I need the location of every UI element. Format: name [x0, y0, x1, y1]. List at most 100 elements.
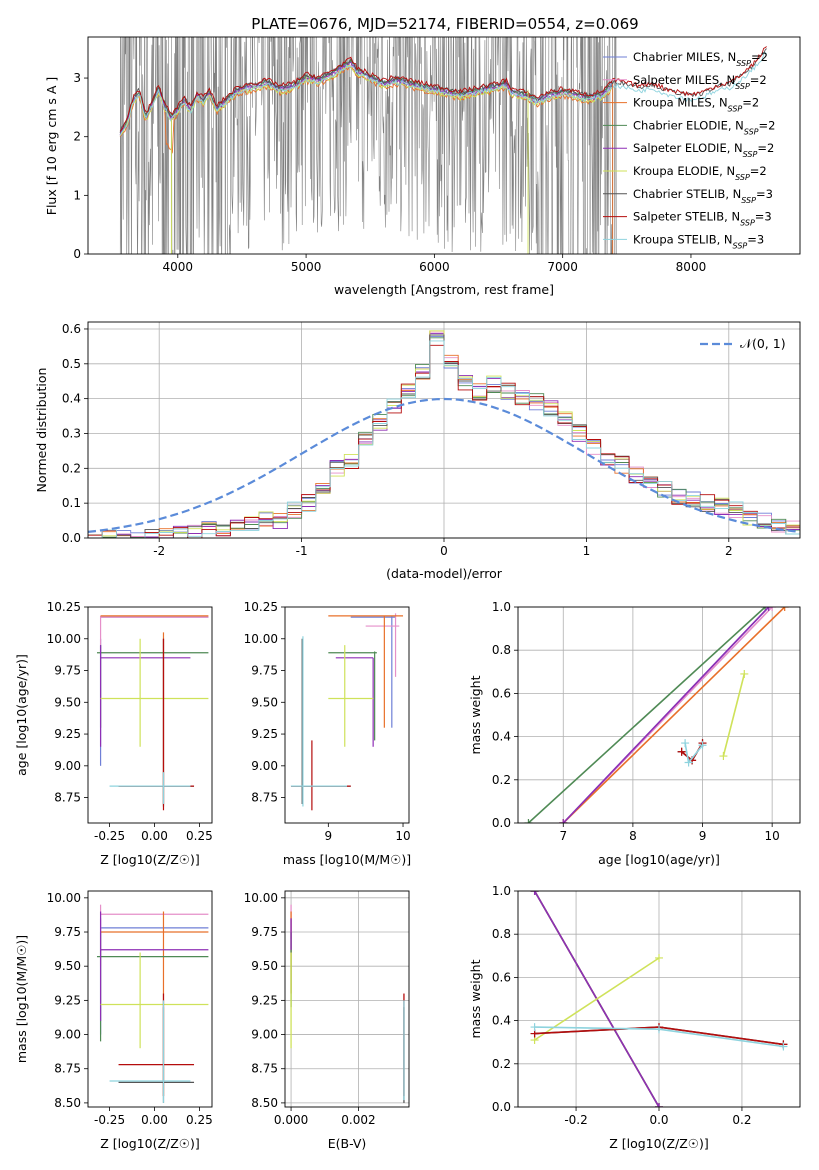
- series-point: [524, 819, 533, 823]
- series-point: [677, 747, 686, 756]
- estimate-kroupa-miles: [328, 615, 404, 728]
- axes-mass-Z: -0.25 0.00 0.25 8.50 8.75 9.00 9.25 9.50 9.75 10.…: [14, 890, 213, 1151]
- series-line: [562, 607, 786, 823]
- x-tick-label: -0.25: [94, 829, 125, 843]
- estimate-chabrier-stelib: [118, 638, 195, 807]
- axes-frame: [517, 606, 801, 824]
- axes-weight-Z: -0.2 0.0 0.2 0.0 0.2 0.4 0.6 0.8 1.0 Z [log10(Z/Z…: [468, 884, 801, 1151]
- y-tick-label: 1.0: [492, 884, 511, 898]
- series-point: [655, 1103, 663, 1107]
- series-point: [684, 758, 693, 767]
- axes-frame: [517, 890, 801, 1108]
- legend-count: =2: [742, 96, 759, 110]
- y-tick-label: 0.0: [492, 1100, 511, 1114]
- y-tick-label: 10.00: [47, 632, 81, 646]
- legend-subscript: SSP: [735, 173, 750, 182]
- normal-curve: [88, 397, 800, 533]
- axes-age-mass: 9 10 8.75 9.00 9.25 9.50 9.75 10.00 10.25 mass [l…: [244, 600, 412, 867]
- y-axis-label: mass [log10(M/M☉)]: [14, 935, 29, 1063]
- frame-age-Z: -0.25 0.00 0.25 8.75 9.00 9.25 9.50 9.75 10.00 10…: [47, 600, 213, 843]
- legend-label: Kroupa STELIB, NSSP=3: [633, 232, 764, 250]
- legend-label: Salpeter STELIB, NSSP=3: [633, 210, 772, 228]
- estimate-kroupa-stelib: [290, 636, 347, 807]
- plots-layer: 4000 5000 6000 7000 8000 0 1 2 3 Chabrier MILES, …: [14, 36, 801, 1151]
- plot-area-weight-Z: [530, 891, 788, 1107]
- y-tick-label: 0.2: [492, 1057, 511, 1071]
- y-tick-label: 0.0: [492, 816, 511, 830]
- frame-mass-ebv: 0.000 0.002 8.50 8.75 9.00 9.25 9.50 9.75 10.00: [244, 890, 410, 1127]
- model-line: [119, 51, 767, 136]
- y-axis-label: Flux [f 10 erg cm s A ]: [44, 77, 59, 216]
- y-tick-label: 9.75: [54, 664, 81, 678]
- y-tick-label: 9.75: [251, 664, 278, 678]
- x-axis-label: wavelength [Angstrom, rest frame]: [334, 282, 554, 297]
- y-axis-label: Normed distribution: [34, 368, 49, 493]
- y-tick-label: 8.50: [54, 1096, 81, 1110]
- y-axis-label: mass weight: [468, 675, 483, 754]
- histogram-line: [88, 340, 800, 538]
- model-line: [119, 64, 614, 136]
- legend-label: Chabrier ELODIE, NSSP=2: [633, 118, 775, 136]
- series-point: [740, 669, 749, 678]
- axes-frame: [87, 36, 801, 255]
- legend-count: =3: [747, 232, 764, 246]
- y-tick-label: 9.50: [251, 695, 278, 709]
- x-axis-label: Z [log10(Z/Z☉)]: [100, 1136, 200, 1151]
- y-tick-label: 9.00: [251, 1028, 278, 1042]
- frame-mass-Z: -0.25 0.00 0.25 8.50 8.75 9.00 9.25 9.50 9.75 10.…: [47, 890, 213, 1127]
- estimate-salpeter-stelib: [118, 638, 195, 811]
- series-point: [698, 741, 707, 750]
- y-tick-label: 1.0: [492, 600, 511, 614]
- x-tick-label: 0.0: [649, 1113, 668, 1127]
- y-tick-label: 0.0: [62, 531, 81, 545]
- x-tick-label: 4000: [163, 260, 194, 274]
- series-line: [534, 957, 660, 1041]
- figure-title: PLATE=0676, MJD=52174, FIBERID=0554, z=0…: [251, 15, 638, 33]
- x-axis-label: E(B-V): [328, 1136, 367, 1151]
- y-tick-label: 9.50: [251, 959, 278, 973]
- series-point: [768, 607, 777, 611]
- legend-count: =2: [757, 141, 774, 155]
- x-tick-label: 7000: [547, 260, 578, 274]
- legend-subscript: SSP: [744, 127, 759, 136]
- legend-subscript: SSP: [736, 59, 751, 68]
- y-tick-label: 9.25: [54, 727, 81, 741]
- x-tick-label: -2: [153, 544, 165, 558]
- y-tick-label: 0.1: [62, 496, 81, 510]
- plot-area-spectrum: [119, 37, 767, 254]
- x-tick-label: 2: [725, 544, 733, 558]
- estimate-salpeter-miles: [99, 615, 209, 652]
- series-line: [722, 673, 746, 757]
- y-tick-label: 0.4: [492, 730, 511, 744]
- frame-spectrum: 4000 5000 6000 7000 8000 0 1 2 3: [73, 36, 801, 274]
- estimate-kroupa-elodie: [100, 638, 209, 747]
- series-line: [527, 607, 766, 823]
- x-tick-label: 0.000: [274, 1113, 308, 1127]
- estimate-salpeter-miles: [365, 613, 400, 677]
- estimate-chabrier-elodie: [96, 932, 209, 1042]
- x-tick-label: 7: [559, 829, 567, 843]
- y-tick-label: 9.75: [251, 925, 278, 939]
- estimate-kroupa-stelib: [109, 1000, 191, 1103]
- y-tick-label: 10.25: [47, 600, 81, 614]
- estimate-chabrier-miles: [99, 616, 209, 766]
- x-tick-label: 0.002: [341, 1113, 375, 1127]
- x-axis-label: age [log10(age/yr)]: [598, 852, 720, 867]
- legend-count: =3: [755, 210, 772, 224]
- axes-residuals: -2 -1 0 1 2 0.0 0.1 0.2 0.3 0.4 0.5 0.6 𝒩(0, 1) (data…: [34, 321, 801, 581]
- estimate-chabrier-elodie: [328, 651, 377, 741]
- data-spectrum: [119, 37, 617, 254]
- legend-subscript: SSP: [741, 195, 756, 204]
- x-tick-label: -0.25: [94, 1113, 125, 1127]
- legend-label: Kroupa MILES, NSSP=2: [633, 96, 759, 114]
- x-tick-label: 10: [395, 829, 410, 843]
- axes-frame: [87, 321, 801, 539]
- x-tick-label: 0.00: [141, 829, 168, 843]
- legend-count: =2: [750, 73, 767, 87]
- x-axis-label: Z [log10(Z/Z☉)]: [100, 852, 200, 867]
- y-tick-label: 0.8: [492, 643, 511, 657]
- estimate-salpeter-stelib: [290, 740, 351, 811]
- x-tick-label: 8: [629, 829, 637, 843]
- y-axis-label: mass weight: [468, 959, 483, 1038]
